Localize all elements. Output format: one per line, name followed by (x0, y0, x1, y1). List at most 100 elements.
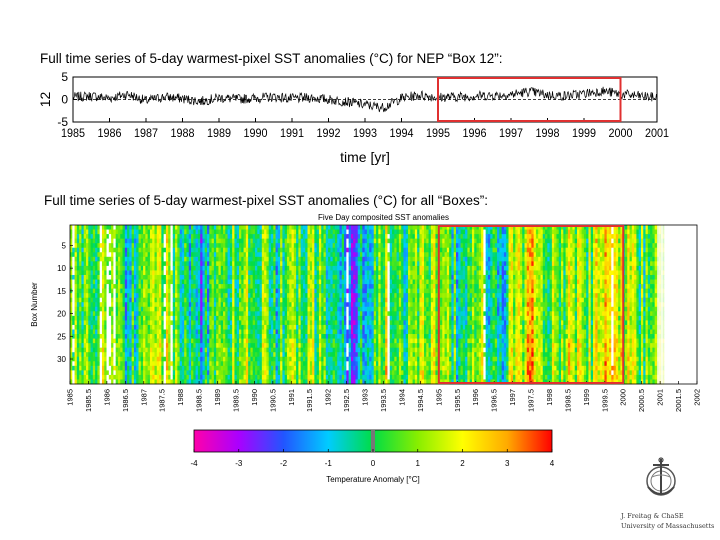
heatmap-cell (234, 288, 238, 294)
heatmap-cell (360, 324, 363, 330)
heatmap-cell (138, 343, 142, 349)
heatmap-cell (243, 252, 247, 258)
heatmap-cell (270, 302, 274, 308)
heatmap-cell (259, 343, 263, 349)
heatmap-cell (273, 270, 276, 276)
heatmap-cell (168, 243, 171, 249)
heatmap-cell (209, 234, 212, 240)
heatmap-cell (165, 329, 169, 335)
heatmap-cell (341, 247, 345, 253)
heatmap-cell (234, 247, 238, 253)
heatmap-cell (92, 247, 96, 253)
heatmap-cell (120, 256, 123, 262)
heatmap-cell (113, 252, 117, 258)
heatmap-cell (138, 279, 142, 285)
heatmap-cell (236, 288, 240, 294)
heatmap-cell (378, 229, 381, 235)
heatmap-cell (348, 315, 352, 321)
heatmap-cell (129, 338, 133, 344)
heatmap-cell (140, 338, 144, 344)
heatmap-cell (90, 356, 94, 362)
heatmap-cell (325, 252, 329, 258)
heatmap-cell (318, 343, 322, 349)
heatmap-cell (266, 265, 270, 271)
heatmap-cell (76, 347, 80, 353)
heatmap-cell (218, 293, 222, 299)
heatmap-cell (106, 293, 110, 299)
heatmap-cell (90, 379, 94, 385)
heatmap-cell (389, 225, 393, 230)
heatmap-cell (170, 229, 174, 235)
heatmap-cell (371, 374, 375, 380)
heatmap-cell (200, 238, 203, 244)
heatmap-cell (286, 293, 290, 299)
heatmap-cell (357, 334, 361, 339)
heatmap-cell (223, 356, 226, 362)
heatmap-cell (163, 256, 167, 262)
heatmap-cell (300, 306, 304, 312)
heatmap-cell (323, 288, 327, 294)
heatmap-cell (133, 261, 137, 267)
heatmap-cell (145, 356, 149, 362)
heatmap-cell (72, 234, 75, 240)
heatmap-cell (334, 352, 338, 358)
heatmap-cell (334, 256, 338, 262)
heatmap-cell (234, 279, 238, 285)
heatmap-cell (254, 370, 258, 376)
heatmap-cell (97, 338, 101, 344)
heatmap-cell (179, 274, 183, 280)
heatmap-cell (282, 306, 286, 312)
heatmap-cell (387, 229, 391, 235)
heatmap-cell (378, 329, 381, 335)
heatmap-cell (97, 361, 101, 367)
heatmap-cell (227, 347, 231, 353)
heatmap-cell (149, 302, 153, 308)
heatmap-cell (362, 324, 366, 330)
heatmap-cell (264, 284, 267, 289)
heatmap-cell (99, 338, 103, 344)
heatmap-cell (302, 338, 306, 344)
heatmap-cell (273, 238, 276, 244)
heatmap-cell (291, 274, 295, 280)
heatmap-cell (127, 288, 130, 294)
heatmap-cell (284, 261, 288, 267)
heatmap-cell (97, 265, 101, 271)
heatmap-cell (172, 265, 176, 271)
heatmap-cell (325, 306, 329, 312)
heatmap-cell (366, 274, 370, 280)
heatmap-cell (122, 274, 126, 280)
heatmap-cell (344, 324, 347, 330)
heatmap-cell (195, 270, 199, 276)
heatmap-cell (257, 234, 260, 240)
heatmap-cell (259, 238, 263, 244)
heatmap-cell (99, 329, 103, 335)
heatmap-cell (218, 374, 222, 380)
heatmap-cell (165, 334, 169, 339)
heatmap-cell (156, 274, 160, 280)
heatmap-cell (154, 329, 158, 335)
heatmap-cell (159, 370, 162, 376)
heatmap-cell (296, 352, 299, 358)
heatmap-cell (293, 234, 297, 240)
heatmap-cell (161, 370, 165, 376)
heatmap-cell (321, 265, 324, 271)
heatmap-cell (195, 302, 199, 308)
heatmap-cell (360, 284, 363, 289)
heatmap-cell (312, 265, 315, 271)
heatmap-cell (350, 274, 354, 280)
heatmap-cell (115, 356, 119, 362)
heatmap-cell (362, 270, 366, 276)
heatmap-cell (72, 334, 75, 339)
heatmap-cell (168, 238, 171, 244)
heatmap-cell (213, 238, 217, 244)
heatmap-cell (243, 293, 247, 299)
heatmap-cell (387, 379, 391, 385)
heatmap-cell (334, 302, 338, 308)
heatmap-cell (376, 365, 379, 371)
heatmap-cell (257, 302, 260, 308)
heatmap-cell (81, 329, 85, 335)
heatmap-cell (266, 293, 270, 299)
heatmap-cell (211, 234, 215, 240)
heatmap-cell (177, 315, 181, 321)
heatmap-cell (165, 288, 169, 294)
